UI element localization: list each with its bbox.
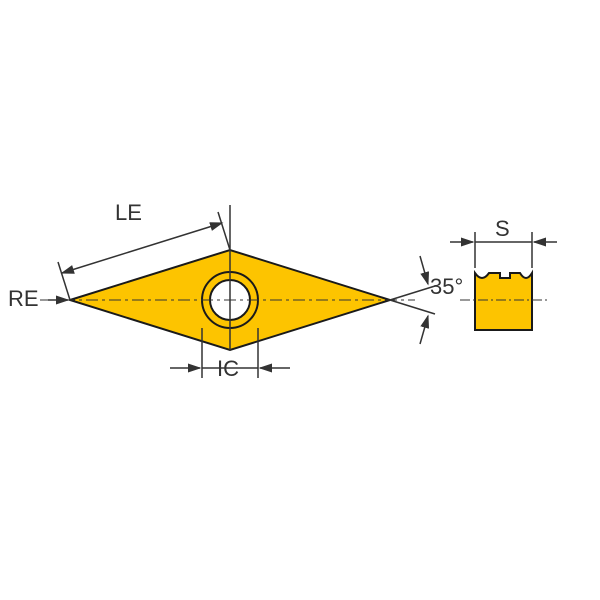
re-label: RE <box>8 286 39 312</box>
s-label: S <box>495 216 510 242</box>
le-label: LE <box>115 200 142 226</box>
ic-label: IC <box>217 356 239 382</box>
insert-top-view <box>40 205 415 350</box>
insert-side-view <box>460 273 548 330</box>
angle-label: 35° <box>430 274 463 300</box>
